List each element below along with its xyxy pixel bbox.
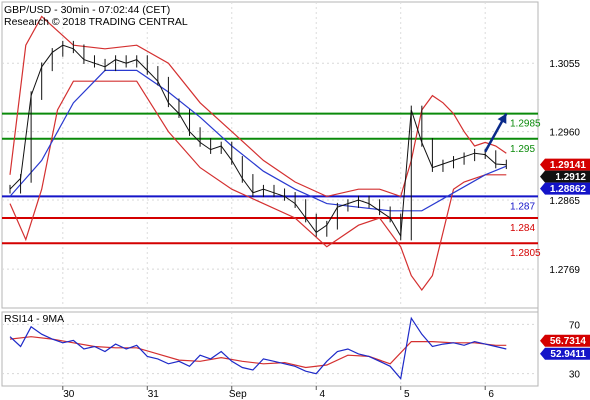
rsi-title: RSI14 - 9MA [4, 313, 64, 325]
price-tick-label: 1.2769 [549, 265, 580, 276]
projection-arrow-head [497, 113, 507, 124]
rsi-line [9, 316, 507, 380]
level-label: 1.295 [510, 144, 535, 155]
price-tag-label: 1.2912 [555, 172, 586, 183]
x-tick-label: 4 [319, 389, 325, 400]
price-line [9, 44, 507, 238]
x-tick-label: 31 [148, 389, 160, 400]
price-tick-label: 1.3055 [549, 59, 580, 70]
rsi-tag-label: 56.7314 [550, 336, 587, 347]
price-tick-label: 1.2960 [549, 128, 580, 139]
chart-header-line1: GBP/USD - 30min - 07:02:44 (CET) [4, 4, 170, 16]
axes: 1.3055 1.2960 1.2865 1.2769 30 31 Sep 4 5 6 70 30 [62, 59, 581, 400]
price-tag-label: 1.29141 [550, 160, 587, 171]
bollinger-lower-line [9, 80, 507, 292]
bollinger-bands [9, 15, 507, 292]
price-tick-label: 1.2865 [549, 196, 580, 207]
level-label: 1.287 [510, 201, 535, 212]
rsi-tick-label: 70 [569, 320, 581, 331]
price-tag-bg [540, 182, 590, 195]
level-label: 1.2985 [510, 119, 541, 130]
rsi-tick-label: 30 [569, 370, 581, 381]
price-tag-bg [540, 158, 590, 171]
moving-average-line [9, 69, 507, 212]
bollinger-upper-line [9, 15, 507, 198]
price-tag-bg [540, 170, 590, 183]
x-tick-label: 6 [488, 389, 494, 400]
x-tick-label: Sep [229, 389, 247, 400]
grid [2, 2, 538, 386]
price-series [9, 40, 508, 241]
x-tick-label: 30 [63, 389, 75, 400]
price-tag-label: 1.28862 [550, 184, 587, 195]
rsi-panel [2, 316, 538, 380]
level-label: 1.284 [510, 223, 535, 234]
level-label: 1.2805 [510, 248, 541, 259]
support-resistance-levels: 1.2985 1.295 1.287 1.284 1.2805 [2, 112, 541, 259]
rsi-tag-bg [540, 334, 590, 347]
chart-header-line2: Research © 2018 TRADING CENTRAL [4, 16, 188, 28]
rsi-tag-label: 52.9411 [550, 349, 586, 360]
rsi-tag-bg [540, 347, 590, 360]
x-tick-label: 5 [404, 389, 410, 400]
